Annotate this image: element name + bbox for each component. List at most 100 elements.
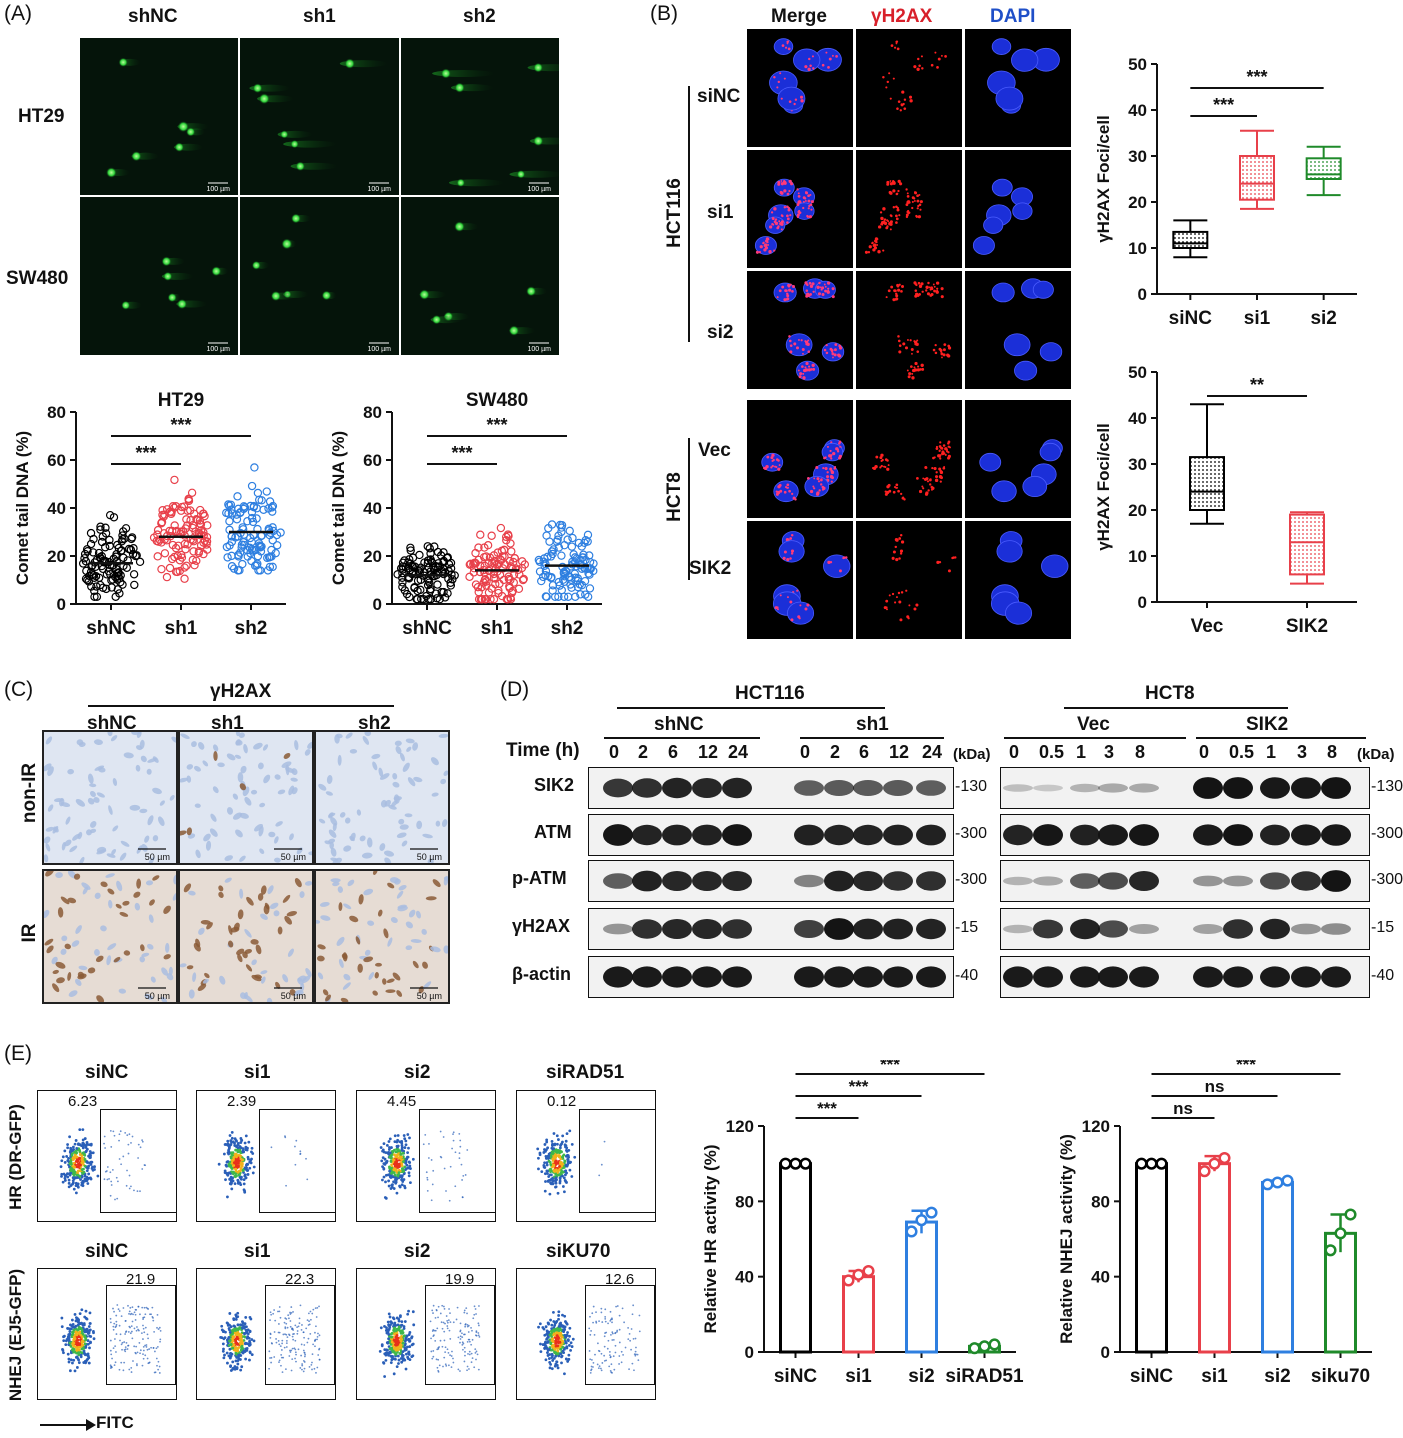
data-point: [99, 556, 108, 566]
x-tick-label: sh2: [235, 618, 268, 639]
data-point: [548, 586, 557, 595]
box: [1189, 456, 1225, 511]
chart-comet-sw480: 0 20 40 60 80 shNC sh1 sh2 Comet tail DNA (%) SW4…: [329, 390, 602, 639]
protein-label: γH2AX: [512, 916, 571, 936]
group-hct116-label: HCT116: [664, 178, 685, 248]
y-tick-label: 50: [1128, 55, 1147, 74]
data-point: [423, 542, 432, 551]
data-point: [423, 558, 433, 568]
flow-sample-label: si2: [404, 1241, 431, 1262]
if-image: [856, 521, 962, 639]
data-point: [170, 552, 179, 562]
data-point: [195, 519, 205, 528]
y-axis-label: γH2AX Foci/cell: [1094, 423, 1113, 551]
data-point: [86, 528, 96, 538]
y-tick-label: 0: [1138, 285, 1147, 304]
panel-d-kda-left: (kDa): [953, 746, 991, 763]
panel-d-sik2-line: [1196, 737, 1366, 739]
panel-a-col-sh1: sh1: [303, 6, 336, 27]
if-image: [856, 271, 962, 389]
data-point: [540, 554, 549, 563]
data-point: [562, 567, 571, 576]
data-point: [1324, 1244, 1337, 1257]
chart-title: SW480: [466, 390, 528, 411]
blot-strip: [588, 767, 954, 809]
data-point: [450, 571, 459, 580]
x-tick-label: si1: [1201, 1366, 1228, 1387]
data-point: [507, 547, 516, 556]
x-tick-label: si1: [1244, 308, 1271, 329]
data-point: [509, 578, 518, 587]
scalebar-label: 50 µm: [416, 991, 442, 1001]
data-point: [925, 1206, 938, 1219]
time-point-label: 6: [859, 742, 870, 762]
y-tick-label: 0: [57, 595, 66, 614]
significance-label: ***: [1246, 67, 1267, 87]
data-point: [1218, 1151, 1231, 1165]
data-point: [506, 594, 516, 604]
y-tick-label: 120: [726, 1117, 754, 1136]
data-point: [129, 570, 139, 579]
data-point: [171, 501, 181, 511]
data-point: [393, 570, 402, 579]
data-point: [187, 488, 197, 497]
data-point: [96, 522, 105, 531]
fitc-arrow-head: [86, 1419, 96, 1431]
ihc-image: 50 µm: [178, 730, 314, 865]
panel-c-row-nonir: non-IR: [19, 762, 40, 824]
data-point: [486, 594, 495, 604]
box: [1289, 513, 1325, 576]
fitc-arrow: [40, 1424, 88, 1426]
data-point: [233, 566, 243, 575]
panel-d-hct8: HCT8: [1145, 683, 1195, 704]
data-point: [90, 592, 99, 601]
significance-label: ***: [486, 415, 507, 435]
significance-label: ***: [817, 1099, 837, 1118]
box: [1305, 157, 1342, 181]
data-point: [534, 555, 544, 565]
flow-gate: [259, 1109, 335, 1213]
data-point: [469, 568, 479, 577]
data-point: [425, 544, 434, 553]
ihc-image: 50 µm: [42, 869, 178, 1004]
data-point: [186, 515, 195, 525]
scalebar-label: 50 µm: [144, 991, 170, 1001]
data-point: [114, 572, 123, 581]
data-point: [508, 564, 517, 573]
data-point: [496, 523, 506, 533]
data-point: [978, 1340, 991, 1353]
data-point: [506, 539, 515, 548]
panel-c-label: (C): [4, 678, 34, 701]
data-point: [268, 501, 278, 511]
y-tick-label: 40: [363, 499, 382, 518]
data-point: [83, 575, 92, 585]
data-point: [554, 531, 563, 540]
data-point: [238, 559, 247, 569]
data-point: [92, 582, 101, 591]
data-point: [194, 547, 204, 556]
y-tick-label: 0: [1138, 593, 1147, 612]
data-point: [225, 501, 234, 510]
if-image: [856, 29, 962, 147]
data-point: [196, 520, 206, 529]
kda-value: -300: [955, 871, 988, 888]
flow-plot: 21.9: [37, 1268, 177, 1400]
flow-plot: 19.9: [356, 1268, 496, 1400]
data-point: [576, 590, 585, 599]
data-point: [203, 521, 212, 530]
flow-nhej-ylabel: NHEJ (EJ5-GFP): [6, 1268, 25, 1402]
data-point: [554, 592, 563, 601]
data-point: [153, 552, 162, 561]
data-point: [862, 1264, 875, 1278]
panel-d-vec: Vec: [1077, 714, 1110, 735]
panel-b-row-vec: Vec: [698, 440, 731, 461]
chart-nhej-activity: 0 40 80 120 siNC si1 si2 siku70 Relative NHEJ ac…: [1057, 1060, 1372, 1387]
data-point: [564, 592, 573, 601]
time-point-label: 2: [830, 742, 841, 762]
y-tick-label: 60: [47, 451, 66, 470]
panel-d-shnc: shNC: [654, 714, 704, 735]
data-point: [131, 551, 140, 561]
flow-gate: [579, 1109, 655, 1213]
data-point: [272, 530, 282, 540]
panel-b-channel-gh2ax: γH2AX: [871, 6, 933, 27]
